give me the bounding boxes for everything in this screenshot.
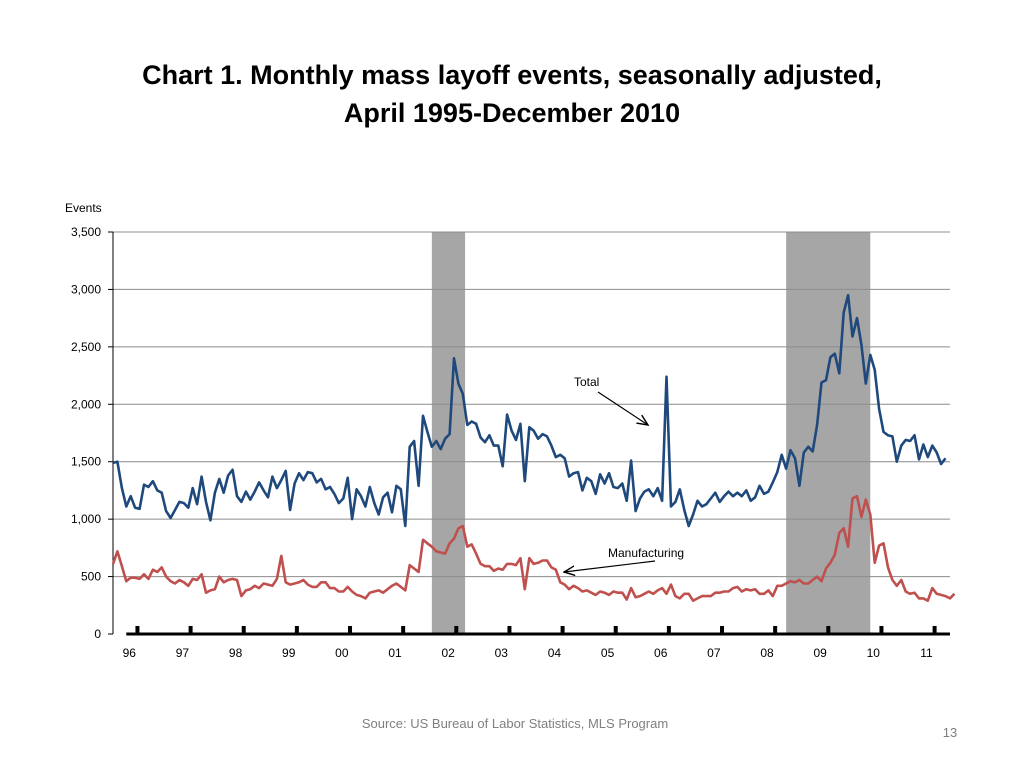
- source-note: Source: US Bureau of Labor Statistics, M…: [361, 716, 669, 731]
- y-tick-label: 3,000: [71, 282, 101, 296]
- x-tick-mark: [454, 626, 459, 634]
- chart-title: Chart 1. Monthly mass layoff events, sea…: [0, 56, 1024, 132]
- x-tick-label: 07: [707, 646, 721, 660]
- annotation-arrow-total: [597, 391, 648, 425]
- x-tick-label: 01: [388, 646, 402, 660]
- recession-band-2: [786, 232, 871, 634]
- x-tick-mark: [666, 626, 671, 634]
- annotation-manufacturing: Manufacturing: [608, 546, 684, 560]
- x-tick-mark: [826, 626, 831, 634]
- x-tick-mark: [294, 626, 299, 634]
- x-tick-label: 03: [495, 646, 509, 660]
- page-number: 13: [942, 725, 958, 740]
- x-tick-mark: [560, 626, 565, 634]
- x-tick-label: 11: [920, 646, 933, 660]
- x-tick-mark: [401, 626, 406, 634]
- x-tick-mark: [507, 626, 512, 634]
- y-tick-label: 2,000: [71, 397, 101, 411]
- y-tick-label: 0: [94, 627, 101, 641]
- x-tick-label: 96: [123, 646, 137, 660]
- series-line-total: [112, 293, 947, 528]
- x-tick-label: 08: [760, 646, 774, 660]
- annotation-arrow-manufacturing: [564, 560, 656, 572]
- x-tick-mark: [188, 626, 193, 634]
- y-tick-label: 2,500: [71, 340, 101, 354]
- y-tick-label: 3,500: [71, 225, 101, 239]
- x-tick-label: 02: [441, 646, 455, 660]
- x-tick-mark: [241, 626, 246, 634]
- x-tick-label: 99: [282, 646, 296, 660]
- x-tick-label: 09: [813, 646, 827, 660]
- x-tick-label: 97: [176, 646, 190, 660]
- x-tick-mark: [135, 626, 140, 634]
- chart-title-line-2: April 1995-December 2010: [343, 98, 681, 128]
- y-tick-label: 500: [81, 570, 101, 584]
- x-tick-mark: [932, 626, 937, 634]
- x-tick-label: 04: [548, 646, 562, 660]
- x-tick-label: 10: [867, 646, 881, 660]
- chart-title-line-1: Chart 1. Monthly mass layoff events, sea…: [142, 60, 882, 90]
- x-tick-mark: [348, 626, 353, 634]
- x-tick-mark: [773, 626, 778, 634]
- y-tick-label: 1,500: [71, 455, 101, 469]
- x-tick-label: 00: [335, 646, 349, 660]
- annotation-total: Total: [574, 375, 599, 389]
- x-tick-mark: [879, 626, 884, 634]
- x-tick-mark: [613, 626, 618, 634]
- x-tick-label: 05: [601, 646, 615, 660]
- x-tick-mark: [720, 626, 725, 634]
- x-tick-label: 98: [229, 646, 243, 660]
- y-tick-label: 1,000: [71, 512, 101, 526]
- x-tick-label: 06: [654, 646, 668, 660]
- series-line-manufacturing: [111, 494, 956, 603]
- y-axis-label: Events: [65, 201, 102, 215]
